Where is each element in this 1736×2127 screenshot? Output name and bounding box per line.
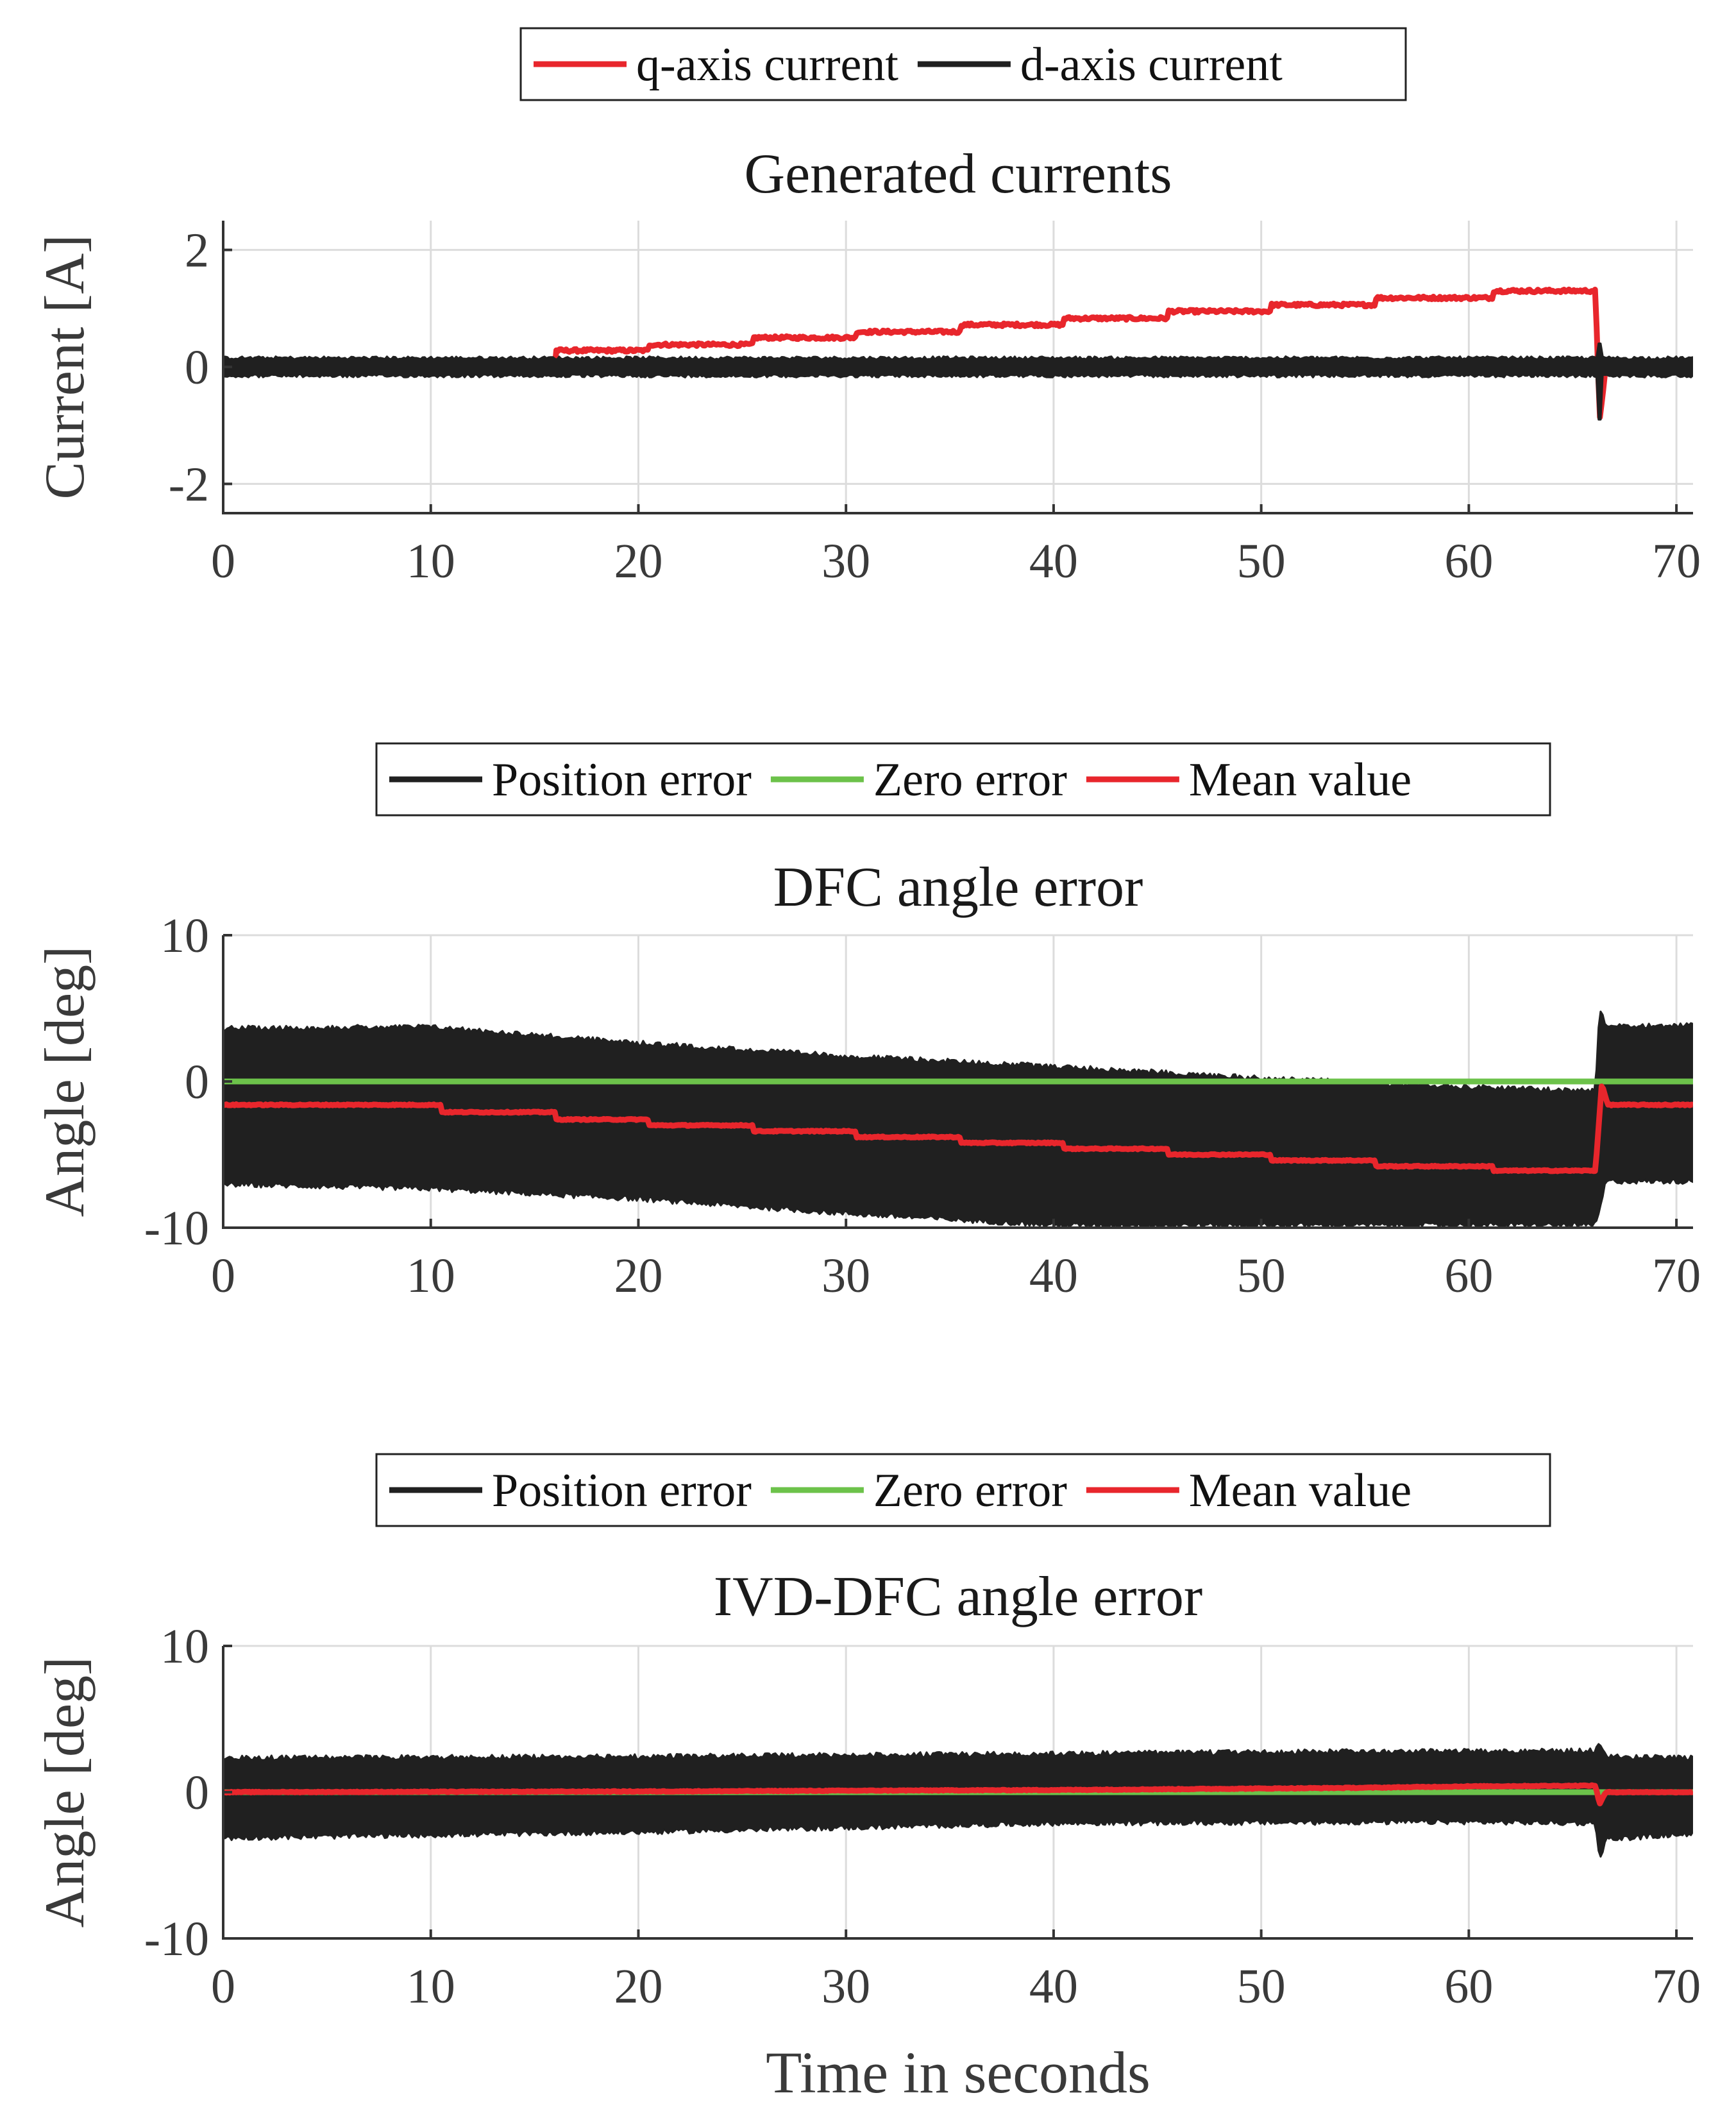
- plot-area: [223, 1010, 1693, 1228]
- x-tick-label: 60: [1444, 534, 1493, 588]
- x-tick-label: 30: [822, 534, 870, 588]
- x-tick-label: 60: [1444, 1960, 1493, 2013]
- x-tick-label: 20: [614, 1249, 662, 1303]
- legend-entry: Mean value: [1189, 1464, 1412, 1517]
- x-tick-label: 20: [614, 1960, 662, 2013]
- legend-entry: Position error: [492, 1464, 752, 1517]
- x-tick-label: 0: [211, 1249, 235, 1303]
- x-tick-label: 30: [822, 1249, 870, 1303]
- y-tick-label: -10: [144, 1201, 209, 1255]
- y-axis-label: Current [A]: [34, 235, 96, 500]
- series-q-axis-current: [223, 286, 1693, 420]
- y-axis-label: Angle [deg]: [34, 946, 96, 1217]
- x-tick-label: 0: [211, 534, 235, 588]
- x-tick-label: 20: [614, 534, 662, 588]
- x-axis-label: Time in seconds: [766, 2040, 1150, 2105]
- y-tick-label: 2: [185, 224, 209, 278]
- chart-title: IVD-DFC angle error: [714, 1566, 1202, 1628]
- legend: q-axis current d-axis current: [519, 27, 1407, 101]
- legend-box: [375, 742, 1551, 817]
- legend-entry: Zero error: [873, 754, 1067, 806]
- legend-entry: Mean value: [1189, 754, 1412, 806]
- x-tick-label: 40: [1029, 1960, 1078, 2013]
- x-tick-label: 70: [1652, 1960, 1701, 2013]
- legend: Position error Zero error Mean value: [375, 1453, 1551, 1527]
- legend-entry: q-axis current: [636, 38, 898, 91]
- y-tick-label: 10: [160, 909, 209, 963]
- y-tick-label: -2: [169, 457, 209, 511]
- chart-title: Generated currents: [745, 143, 1172, 205]
- legend-entry: Position error: [492, 754, 752, 806]
- y-tick-label: 0: [185, 1055, 209, 1109]
- x-tick-label: 10: [407, 534, 455, 588]
- legend: Position error Zero error Mean value: [375, 742, 1551, 817]
- series-position-error: [223, 1743, 1693, 1858]
- chart-title: DFC angle error: [773, 856, 1143, 919]
- x-tick-label: 70: [1652, 534, 1701, 588]
- series-position-error: [223, 1010, 1693, 1228]
- y-tick-label: 0: [185, 341, 209, 394]
- series-mean-value: [223, 1083, 1693, 1174]
- x-tick-label: 40: [1029, 534, 1078, 588]
- y-tick-label: 10: [160, 1620, 209, 1674]
- x-tick-label: 70: [1652, 1249, 1701, 1303]
- x-tick-label: 30: [822, 1960, 870, 2013]
- x-tick-label: 10: [407, 1960, 455, 2013]
- legend-entry: d-axis current: [1020, 38, 1283, 91]
- x-tick-label: 60: [1444, 1249, 1493, 1303]
- plot-area: [223, 1743, 1693, 1858]
- y-axis-label: Angle [deg]: [34, 1657, 96, 1928]
- series-d-axis-current: [223, 343, 1693, 421]
- x-tick-label: 50: [1237, 1249, 1286, 1303]
- legend-entry: Zero error: [873, 1464, 1067, 1517]
- plot-area: [223, 286, 1693, 421]
- x-tick-label: 0: [211, 1960, 235, 2013]
- x-tick-label: 50: [1237, 1960, 1286, 2013]
- legend-box: [375, 1453, 1551, 1527]
- y-tick-label: 0: [185, 1766, 209, 1820]
- x-tick-label: 40: [1029, 1249, 1078, 1303]
- series-mean-value: [223, 1782, 1693, 1807]
- x-tick-label: 50: [1237, 534, 1286, 588]
- y-tick-label: -10: [144, 1912, 209, 1966]
- x-tick-label: 10: [407, 1249, 455, 1303]
